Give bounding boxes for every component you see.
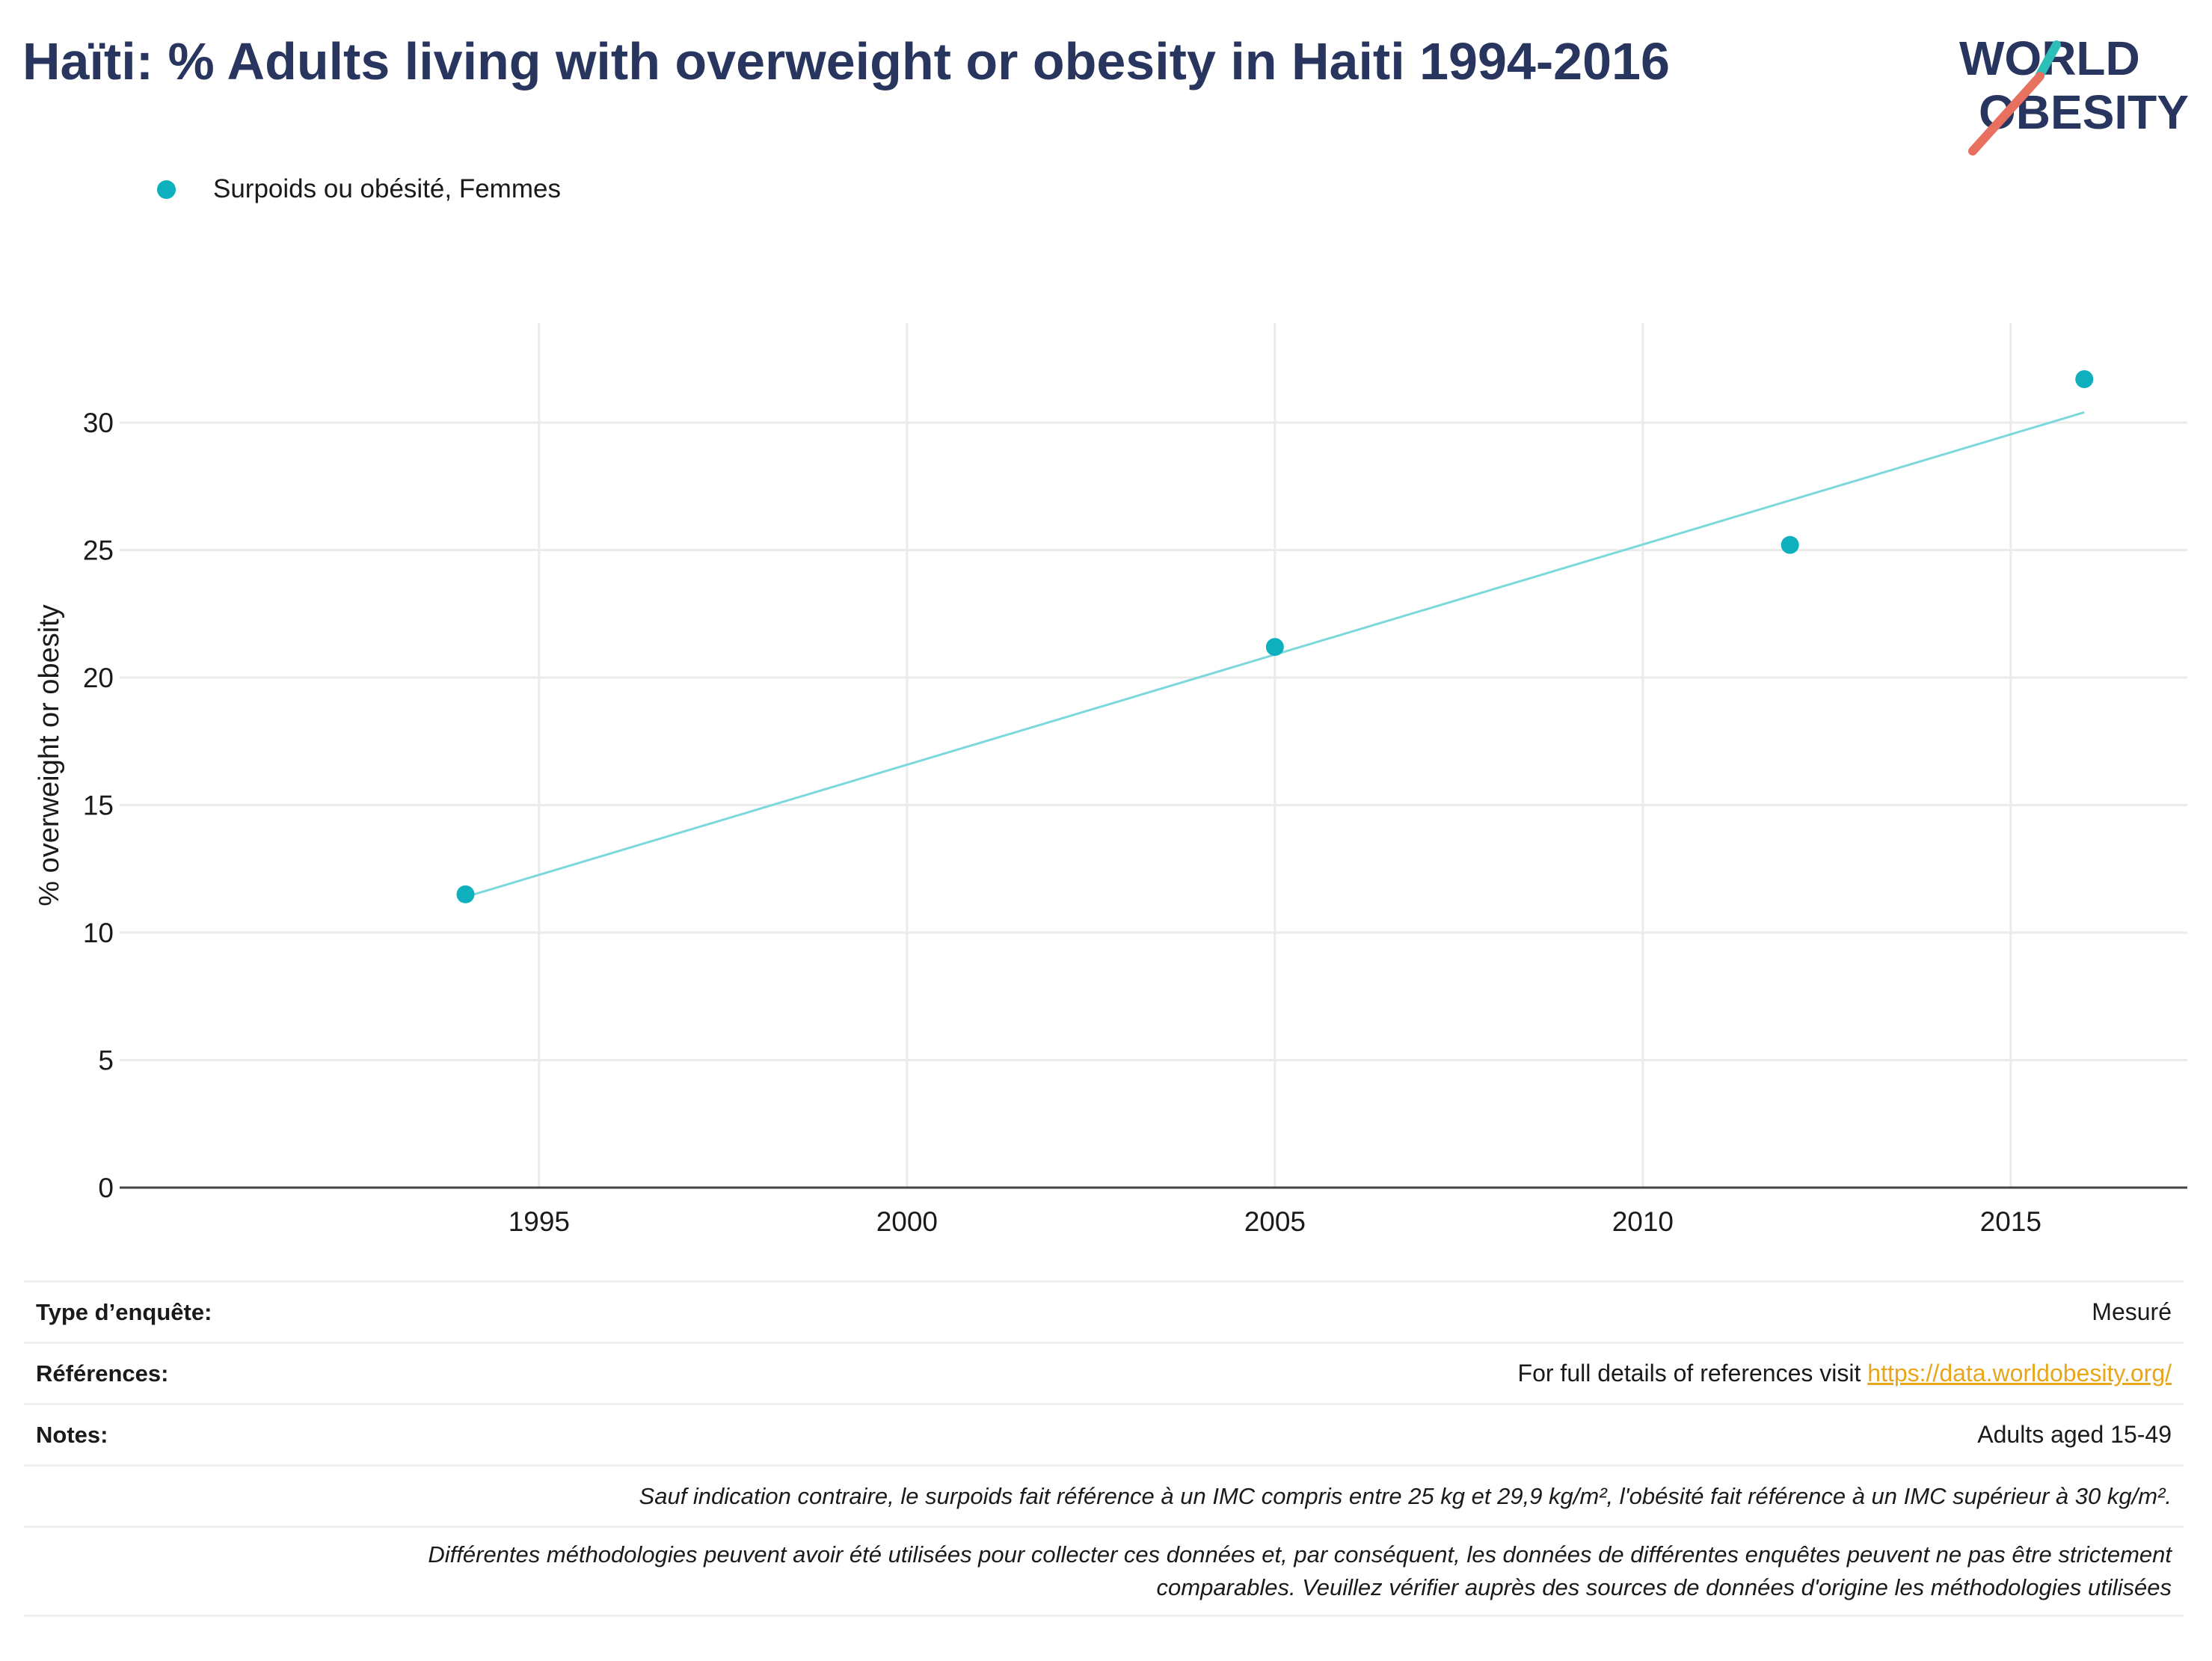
- methods-note: Différentes méthodologies peuvent avoir …: [428, 1538, 2184, 1604]
- references-link[interactable]: https://data.worldobesity.org/: [1867, 1360, 2172, 1387]
- methods-note-row: Différentes méthodologies peuvent avoir …: [24, 1526, 2184, 1617]
- data-point: [1781, 535, 1799, 554]
- survey-type-label: Type d’enquête:: [36, 1298, 212, 1325]
- y-tick-label: 20: [83, 663, 114, 693]
- bmi-note: Sauf indication contraire, le surpoids f…: [639, 1482, 2172, 1509]
- methods-note-line-1: Différentes méthodologies peuvent avoir …: [428, 1541, 2172, 1568]
- logo-slash-red: [1968, 72, 2044, 156]
- x-tick-label: 2000: [876, 1206, 938, 1237]
- references-value: For full details of references visit htt…: [1518, 1360, 2184, 1387]
- world-obesity-logo: WORLD OBESITY: [1959, 31, 2189, 156]
- y-tick-label: 0: [98, 1173, 114, 1203]
- x-tick-label: 1995: [509, 1206, 570, 1237]
- methods-note-line-2: comparables. Veuillez vérifier auprès de…: [1156, 1574, 2172, 1600]
- legend-marker-icon: [157, 179, 176, 199]
- chart-title: Haïti: % Adults living with overweight o…: [22, 32, 1670, 90]
- legend[interactable]: Surpoids ou obésité, Femmes: [157, 171, 561, 208]
- notes-value: Adults aged 15-49: [1977, 1421, 2172, 1448]
- references-row: Références: For full details of referenc…: [24, 1342, 2184, 1403]
- data-point: [1265, 638, 1284, 657]
- y-tick-label: 10: [83, 918, 114, 948]
- notes-row: Notes: Adults aged 15-49: [24, 1403, 2184, 1464]
- y-axis-title: % overweight or obesity: [34, 604, 65, 906]
- survey-type-value: Mesuré: [2092, 1298, 2172, 1325]
- y-tick-label: 15: [83, 790, 114, 820]
- data-point: [2075, 370, 2094, 389]
- info-table: Type d’enquête: Mesuré Références: For f…: [24, 1280, 2184, 1617]
- y-tick-label: 30: [83, 408, 114, 438]
- references-label: Références:: [36, 1360, 169, 1387]
- logo-slash-teal: [2036, 40, 2061, 79]
- legend-label: Surpoids ou obésité, Femmes: [213, 174, 561, 203]
- y-tick-label: 5: [98, 1045, 114, 1075]
- chart-area: 1995 2000 2005 2010 2015 0 5 10 15 20 25 30 % over…: [34, 323, 2187, 1237]
- x-tick-label: 2010: [1612, 1206, 1674, 1237]
- x-tick-label: 2015: [1980, 1206, 2042, 1237]
- notes-label: Notes:: [36, 1421, 108, 1448]
- x-tick-label: 2005: [1244, 1206, 1306, 1237]
- survey-type-row: Type d’enquête: Mesuré: [24, 1280, 2184, 1342]
- bmi-note-row: Sauf indication contraire, le surpoids f…: [24, 1464, 2184, 1526]
- data-point: [456, 885, 475, 903]
- y-tick-label: 25: [83, 535, 114, 565]
- references-text: For full details of references visit: [1517, 1360, 1868, 1387]
